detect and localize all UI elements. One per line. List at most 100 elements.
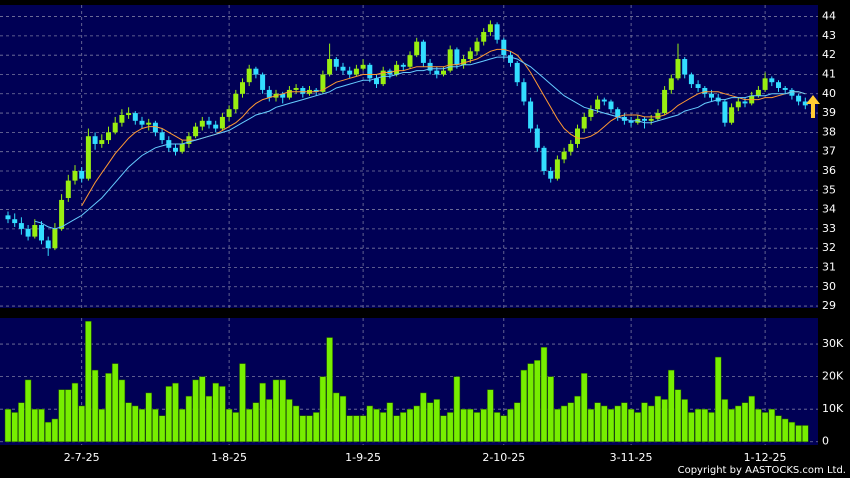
volume-bar — [413, 405, 420, 442]
candle-body — [735, 101, 741, 108]
volume-bar — [755, 408, 762, 442]
moving-average-line — [34, 56, 806, 230]
candle-body — [447, 49, 453, 71]
x-tick-label: 2-10-25 — [482, 451, 525, 464]
volume-bar — [252, 402, 260, 442]
y-tick-label: 31 — [822, 260, 836, 273]
volume-bar — [259, 382, 266, 442]
candle-body — [755, 89, 761, 96]
candle-body — [219, 116, 225, 129]
candle-body — [702, 87, 708, 94]
volume-bar — [312, 412, 320, 442]
volume-bar — [580, 373, 588, 442]
volume-bar — [708, 412, 715, 442]
candle-body — [595, 99, 601, 110]
y-tick-label: 39 — [822, 106, 836, 119]
candle-body — [126, 113, 132, 116]
volume-bar — [714, 356, 722, 442]
volume-bar — [333, 392, 340, 442]
candle-body — [139, 120, 145, 125]
volume-bar — [540, 347, 548, 442]
candle-body — [441, 70, 446, 75]
candle-body — [353, 68, 359, 75]
candle-body — [662, 89, 668, 114]
volume-bar — [393, 415, 400, 442]
volume-bar — [306, 415, 313, 442]
volume-bar — [98, 408, 106, 442]
y-tick-label: 35 — [822, 183, 836, 196]
y-tick-label: 37 — [822, 145, 836, 158]
candle-body — [461, 59, 467, 65]
volume-bar — [91, 369, 99, 442]
volume-bar — [534, 360, 541, 442]
candle-body — [119, 115, 125, 123]
volume-bar — [654, 395, 662, 442]
candle-body — [159, 132, 165, 141]
candle-body — [25, 228, 31, 237]
candle-body — [85, 136, 91, 179]
volume-bar — [433, 399, 441, 442]
volume-bar — [373, 408, 380, 442]
volume-bar — [741, 402, 749, 442]
volume-bar — [145, 392, 152, 442]
y-tick-label: 44 — [822, 10, 836, 23]
y-tick-label: 36 — [822, 164, 836, 177]
candle-body — [729, 107, 735, 123]
candle-body — [193, 126, 199, 137]
candle-body — [226, 109, 232, 117]
volume-bar — [688, 412, 695, 442]
volume-bar — [225, 408, 233, 442]
candle-body — [487, 24, 493, 33]
candle-body — [59, 199, 65, 229]
volume-bar — [607, 408, 615, 442]
candle-body — [789, 89, 795, 96]
volume-bar — [547, 376, 554, 442]
last-price-arrow — [806, 95, 820, 118]
y-tick-label: 34 — [822, 203, 836, 216]
candle-body — [380, 70, 386, 85]
candle-body — [414, 41, 420, 56]
volume-bar — [500, 415, 508, 442]
volume-bar — [400, 412, 407, 442]
volume-bar — [272, 379, 280, 442]
x-tick-label: 3-11-25 — [610, 451, 653, 464]
y-tick-label: 10K — [822, 402, 844, 415]
candle-body — [501, 39, 507, 56]
candle-body — [762, 78, 768, 90]
volume-bar — [31, 408, 39, 442]
volume-bar — [51, 418, 59, 442]
volume-bar — [681, 399, 688, 442]
y-tick-label: 42 — [822, 48, 836, 61]
candle-body — [199, 120, 205, 127]
y-tick-label: 0 — [822, 435, 829, 448]
candle-body — [92, 136, 98, 144]
candle-body — [32, 225, 38, 237]
volume-bar — [520, 369, 528, 442]
volume-bar — [473, 412, 481, 442]
candle-body — [52, 228, 58, 249]
volume-bar — [152, 408, 159, 442]
candle-body — [367, 64, 373, 79]
candle-body — [320, 74, 326, 92]
candle-body — [742, 101, 748, 104]
volume-bar — [192, 379, 199, 442]
candle-body — [146, 122, 152, 125]
volume-bar — [11, 412, 18, 442]
volume-bar — [446, 412, 454, 442]
volume-bar — [111, 363, 119, 442]
candle-body — [642, 118, 647, 121]
candle-body — [709, 93, 714, 98]
x-tick-label: 2-7-25 — [64, 451, 100, 464]
candle-body — [39, 225, 44, 241]
volume-bar — [353, 415, 360, 442]
candle-body — [253, 68, 259, 75]
candle-body — [99, 140, 105, 144]
candle-body — [481, 32, 487, 42]
candle-body — [347, 70, 353, 75]
volume-bar — [761, 412, 769, 442]
volume-bar — [118, 379, 126, 442]
candle-body — [722, 101, 728, 123]
volume-bar — [232, 412, 240, 442]
volume-bar — [286, 399, 293, 442]
volume-bar — [554, 408, 561, 442]
